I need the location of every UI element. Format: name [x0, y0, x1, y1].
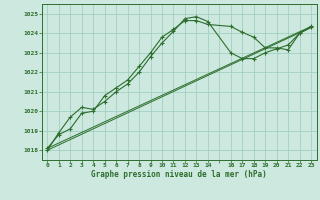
X-axis label: Graphe pression niveau de la mer (hPa): Graphe pression niveau de la mer (hPa)	[91, 170, 267, 179]
